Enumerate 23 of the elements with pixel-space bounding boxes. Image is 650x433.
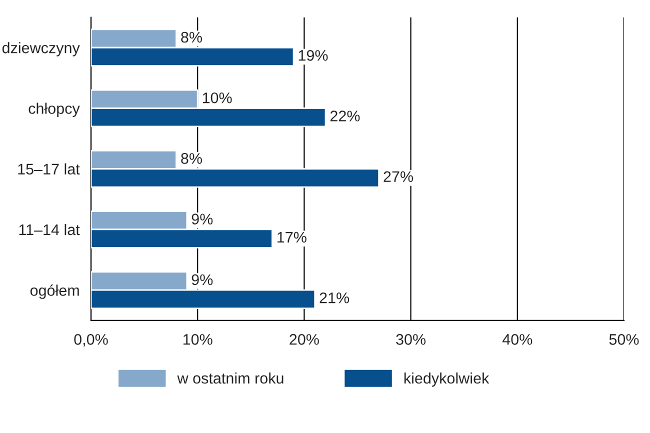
data-label: 10% <box>202 92 232 104</box>
x-tick-label: 30% <box>396 334 426 345</box>
legend-label: w ostatnim roku <box>177 372 284 384</box>
y-tick-label: 15–17 lat <box>18 163 80 175</box>
x-tick-label: 40% <box>502 334 532 345</box>
data-label: 22% <box>330 110 360 122</box>
x-tick-label: 10% <box>183 334 212 345</box>
y-tick-label: 11–14 lat <box>19 224 80 236</box>
x-tick-label: 50% <box>609 334 639 345</box>
data-label: 8% <box>181 32 202 43</box>
legend-label: kiedykolwiek <box>404 372 490 387</box>
y-tick-label: chłopcy <box>28 102 80 117</box>
x-tick-label: 0,0% <box>74 334 108 347</box>
data-label: 17% <box>278 232 306 243</box>
data-label: 8% <box>181 153 202 164</box>
y-tick-label: dziewczyny <box>2 42 80 56</box>
data-label: 9% <box>192 274 213 286</box>
data-label: 21% <box>320 292 350 304</box>
data-label: 19% <box>298 50 328 61</box>
data-label: 27% <box>384 171 414 182</box>
data-label: 9% <box>192 214 213 224</box>
x-tick-label: 20% <box>290 334 319 345</box>
y-tick-label: ogółem <box>30 284 79 299</box>
